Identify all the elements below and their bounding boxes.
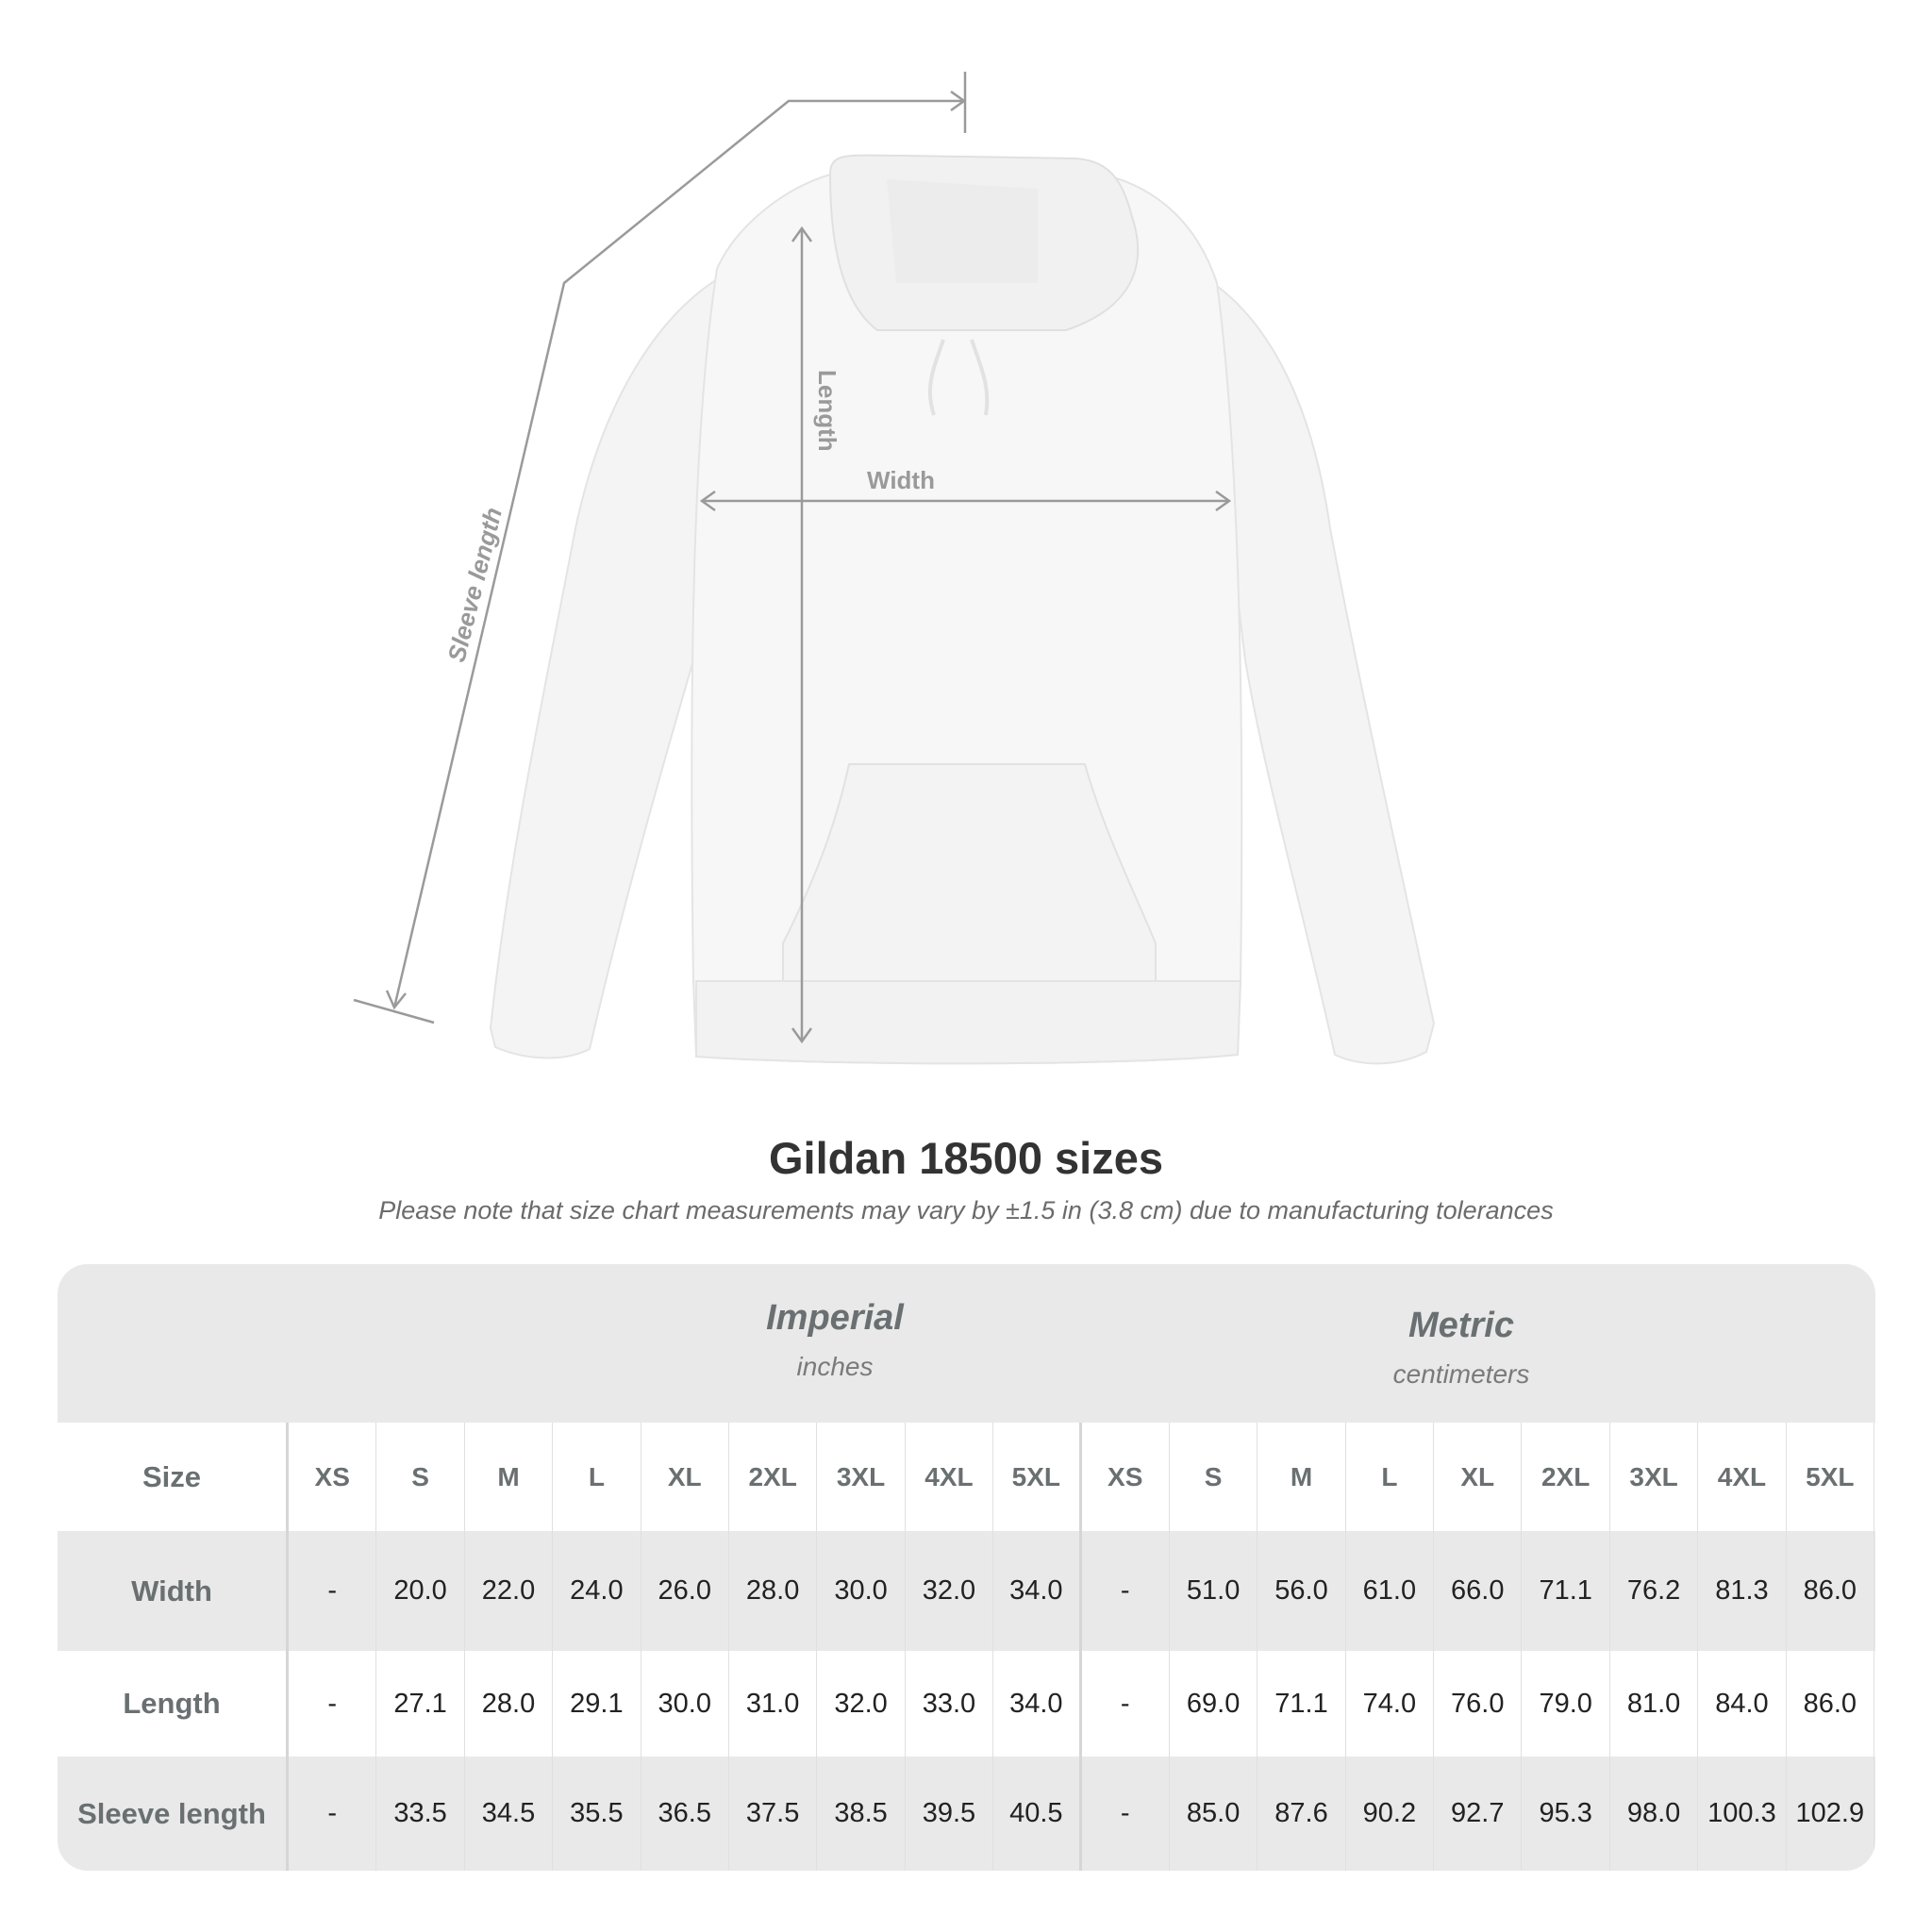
table-cell-imperial: 39.5 xyxy=(906,1757,994,1871)
size-header-metric: 3XL xyxy=(1610,1423,1699,1531)
imperial-unit: inches xyxy=(796,1352,874,1381)
table-cell-imperial: 34.0 xyxy=(993,1531,1082,1651)
table-cell-metric: 98.0 xyxy=(1610,1757,1699,1871)
imperial-title: Imperial xyxy=(766,1298,904,1338)
sleeve-length-label: Sleeve length xyxy=(441,505,508,665)
row-label: Width xyxy=(58,1531,289,1651)
table-cell-imperial: - xyxy=(289,1531,377,1651)
size-header-imperial: S xyxy=(376,1423,465,1531)
table-cell-metric: 84.0 xyxy=(1698,1651,1787,1757)
row-label: Length xyxy=(58,1651,289,1757)
size-header-metric: S xyxy=(1170,1423,1258,1531)
size-header-metric: XS xyxy=(1082,1423,1170,1531)
hoodie-measurement-diagram: Length Width Sleeve length xyxy=(353,72,1436,1065)
metric-unit: centimeters xyxy=(1392,1359,1530,1389)
table-cell-metric: - xyxy=(1082,1757,1170,1871)
table-cell-imperial: 31.0 xyxy=(729,1651,818,1757)
table-cell-imperial: 34.5 xyxy=(465,1757,554,1871)
table-cell-imperial: 30.0 xyxy=(641,1651,729,1757)
table-cell-imperial: - xyxy=(289,1651,377,1757)
table-cell-metric: 66.0 xyxy=(1434,1531,1523,1651)
table-cell-imperial: 34.0 xyxy=(993,1651,1082,1757)
table-cell-imperial: 33.5 xyxy=(376,1757,465,1871)
table-cell-metric: 71.1 xyxy=(1257,1651,1346,1757)
table-cell-imperial: 33.0 xyxy=(906,1651,994,1757)
page-title: Gildan 18500 sizes xyxy=(768,1133,1164,1183)
table-cell-metric: - xyxy=(1082,1651,1170,1757)
table-cell-imperial: 28.0 xyxy=(465,1651,554,1757)
table-cell-imperial: 29.1 xyxy=(553,1651,641,1757)
table-cell-metric: 79.0 xyxy=(1522,1651,1610,1757)
table-cell-metric: 86.0 xyxy=(1787,1651,1875,1757)
size-header-imperial: L xyxy=(553,1423,641,1531)
row-label: Sleeve length xyxy=(58,1757,289,1871)
table-cell-metric: 100.3 xyxy=(1698,1757,1787,1871)
size-header-metric: M xyxy=(1257,1423,1346,1531)
width-label: Width xyxy=(867,466,935,494)
tolerance-note: Please note that size chart measurements… xyxy=(378,1196,1554,1224)
table-cell-imperial: 36.5 xyxy=(641,1757,729,1871)
metric-header: Metric centimeters xyxy=(1037,1306,1875,1390)
table-cell-metric: 86.0 xyxy=(1787,1531,1875,1651)
table-cell-metric: 102.9 xyxy=(1787,1757,1875,1871)
table-cell-metric: 85.0 xyxy=(1170,1757,1258,1871)
table-row-length: Length -27.1 28.0 29.1 30.0 31.0 32.0 33.0 34.0-… xyxy=(58,1651,1875,1757)
table-row-size: Size XS S M L XL 2XL 3XL 4XL 5XL XS S M L XL 2XL 3XL 4XL 5… xyxy=(58,1423,1875,1531)
table-cell-metric: 56.0 xyxy=(1257,1531,1346,1651)
table-cell-metric: 76.2 xyxy=(1610,1531,1699,1651)
table-cell-metric: 51.0 xyxy=(1170,1531,1258,1651)
table-cell-imperial: - xyxy=(289,1757,377,1871)
table-cell-metric: 76.0 xyxy=(1434,1651,1523,1757)
table-cell-imperial: 35.5 xyxy=(553,1757,641,1871)
table-cell-metric: 81.3 xyxy=(1698,1531,1787,1651)
imperial-header: Imperial inches xyxy=(410,1298,1259,1382)
table-cell-imperial: 37.5 xyxy=(729,1757,818,1871)
size-header-metric: L xyxy=(1346,1423,1435,1531)
table-cell-metric: 61.0 xyxy=(1346,1531,1435,1651)
table-cell-imperial: 26.0 xyxy=(641,1531,729,1651)
table-cell-imperial: 30.0 xyxy=(817,1531,906,1651)
hoodie-illustration xyxy=(489,154,1436,1065)
size-header-imperial: 3XL xyxy=(817,1423,906,1531)
size-table: Imperial inches Metric centimeters Size X… xyxy=(58,1264,1875,1871)
table-cell-metric: 92.7 xyxy=(1434,1757,1523,1871)
size-header-metric: 2XL xyxy=(1522,1423,1610,1531)
table-cell-imperial: 38.5 xyxy=(817,1757,906,1871)
metric-title: Metric xyxy=(1408,1306,1514,1345)
size-header-metric: 5XL xyxy=(1787,1423,1875,1531)
table-cell-metric: 74.0 xyxy=(1346,1651,1435,1757)
table-cell-metric: 87.6 xyxy=(1257,1757,1346,1871)
size-header-imperial: M xyxy=(465,1423,554,1531)
table-cell-imperial: 24.0 xyxy=(553,1531,641,1651)
table-cell-imperial: 27.1 xyxy=(376,1651,465,1757)
table-cell-metric: 71.1 xyxy=(1522,1531,1610,1651)
table-cell-metric: 90.2 xyxy=(1346,1757,1435,1871)
table-cell-metric: - xyxy=(1082,1531,1170,1651)
size-header-imperial: 4XL xyxy=(906,1423,994,1531)
table-cell-imperial: 40.5 xyxy=(993,1757,1082,1871)
unit-header: Imperial inches Metric centimeters xyxy=(58,1264,1875,1423)
size-header-imperial: 5XL xyxy=(993,1423,1082,1531)
table-cell-metric: 95.3 xyxy=(1522,1757,1610,1871)
table-row-sleeve-length: Sleeve length -33.5 34.5 35.5 36.5 37.5 38.5 39… xyxy=(58,1757,1875,1871)
sleeve-length-line xyxy=(392,99,962,1008)
size-header-imperial: XS xyxy=(289,1423,377,1531)
table-row-width: Width -20.0 22.0 24.0 26.0 28.0 30.0 32.0 34.0-5… xyxy=(58,1531,1875,1651)
size-header-metric: XL xyxy=(1434,1423,1523,1531)
table-cell-imperial: 22.0 xyxy=(465,1531,554,1651)
size-header-metric: 4XL xyxy=(1698,1423,1787,1531)
size-header-imperial: 2XL xyxy=(729,1423,818,1531)
table-cell-imperial: 20.0 xyxy=(376,1531,465,1651)
size-header-imperial: XL xyxy=(641,1423,729,1531)
table-cell-imperial: 32.0 xyxy=(817,1651,906,1757)
table-cell-metric: 69.0 xyxy=(1170,1651,1258,1757)
table-cell-imperial: 28.0 xyxy=(729,1531,818,1651)
table-cell-imperial: 32.0 xyxy=(906,1531,994,1651)
measurement-lines xyxy=(353,72,1232,1044)
row-label: Size xyxy=(58,1423,289,1531)
length-label: Length xyxy=(813,370,841,452)
table-cell-metric: 81.0 xyxy=(1610,1651,1699,1757)
